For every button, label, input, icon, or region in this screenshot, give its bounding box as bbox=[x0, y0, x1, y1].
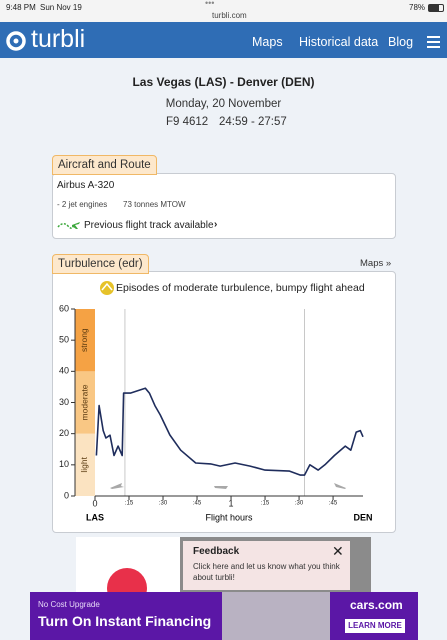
band-label: strong bbox=[79, 328, 89, 352]
plane-icon bbox=[110, 483, 124, 489]
nav-link[interactable]: Historical data bbox=[299, 35, 379, 49]
band bbox=[75, 309, 95, 372]
ad-brand[interactable]: cars.com bbox=[350, 598, 403, 612]
maps-link[interactable]: Maps » bbox=[360, 258, 392, 269]
flight-times: 24:59 - 27:57 bbox=[219, 116, 287, 128]
flight-number: F9 4612 bbox=[166, 116, 209, 128]
turbulence-chart: Episodes of moderate turbulence, bumpy f… bbox=[59, 281, 373, 522]
x-axis-title: Flight hours bbox=[205, 512, 253, 522]
status-date: Sun Nov 19 bbox=[40, 3, 82, 12]
engines: - 2 jet engines bbox=[57, 200, 108, 209]
track-icon[interactable] bbox=[57, 219, 81, 231]
card-tab: Aircraft and Route bbox=[52, 155, 157, 175]
route: Las Vegas (LAS) - Denver (DEN) bbox=[132, 75, 315, 89]
track-link[interactable]: Previous flight track available bbox=[84, 220, 214, 231]
annotation: Episodes of moderate turbulence, bumpy f… bbox=[116, 282, 365, 294]
feedback-text[interactable]: Click here and let us know what you thin… bbox=[193, 562, 340, 582]
url[interactable]: turbli.com bbox=[212, 11, 247, 20]
status-bar bbox=[0, 0, 447, 22]
plane-icon bbox=[334, 483, 348, 489]
aircraft-model: Airbus A-320 bbox=[57, 180, 115, 191]
ad-kicker[interactable]: No Cost Upgrade bbox=[38, 600, 100, 609]
ad-image[interactable] bbox=[76, 537, 180, 592]
x-tick-label: :15 bbox=[261, 501, 270, 507]
ad-headline[interactable]: Turn On Instant Financing bbox=[38, 613, 212, 629]
navbar bbox=[0, 22, 447, 58]
turbulence-line bbox=[95, 387, 364, 476]
dots: ••• bbox=[205, 0, 215, 8]
x-end-label: DEN bbox=[353, 512, 372, 522]
close-button[interactable]: ✕ bbox=[332, 543, 344, 559]
aircraft-card bbox=[52, 173, 396, 239]
y-tick-label: 30 bbox=[59, 397, 69, 407]
band-label: moderate bbox=[79, 384, 89, 420]
turbulence-card bbox=[52, 271, 396, 533]
band-label: light bbox=[79, 456, 89, 472]
ad-people[interactable] bbox=[222, 592, 330, 640]
mtow: 73 tonnes MTOW bbox=[123, 200, 186, 209]
x-tick-label: :15 bbox=[125, 501, 134, 507]
flight-date: Monday, 20 November bbox=[165, 98, 282, 110]
x-tick-label: :45 bbox=[329, 501, 338, 507]
y-tick-label: 50 bbox=[59, 335, 69, 345]
y-tick-label: 10 bbox=[59, 459, 69, 469]
x-tick-label: :30 bbox=[295, 501, 304, 507]
chevron[interactable]: › bbox=[214, 219, 218, 230]
menu-icon[interactable] bbox=[427, 36, 440, 48]
status-time: 9:48 PM bbox=[6, 3, 36, 12]
y-tick-label: 60 bbox=[59, 303, 69, 313]
card-tab: Turbulence (edr) bbox=[52, 254, 149, 274]
annotation-icon-wave bbox=[101, 282, 113, 291]
y-tick-label: 40 bbox=[59, 366, 69, 376]
nav-link[interactable]: Maps bbox=[252, 35, 283, 49]
logo[interactable]: turbli bbox=[31, 25, 86, 53]
x-tick-label: :30 bbox=[159, 501, 168, 507]
band bbox=[75, 433, 95, 496]
annotation-icon bbox=[100, 281, 114, 295]
ad-button[interactable]: LEARN MORE bbox=[345, 619, 405, 633]
nav-link[interactable]: Blog bbox=[388, 35, 414, 49]
x-tick-label: 1 bbox=[229, 498, 234, 508]
logo-icon[interactable] bbox=[6, 31, 26, 51]
feedback-box[interactable] bbox=[183, 541, 350, 590]
battery: 78% bbox=[409, 3, 426, 12]
x-start-label: LAS bbox=[86, 512, 104, 522]
y-tick-label: 0 bbox=[64, 490, 69, 500]
band bbox=[75, 371, 95, 434]
feedback-title[interactable]: Feedback bbox=[193, 546, 240, 557]
y-tick-label: 20 bbox=[59, 428, 69, 438]
x-tick-label: :45 bbox=[193, 501, 202, 507]
x-tick-label: 0 bbox=[92, 498, 97, 508]
battery-icon bbox=[428, 4, 444, 12]
plane-icon bbox=[214, 486, 228, 489]
